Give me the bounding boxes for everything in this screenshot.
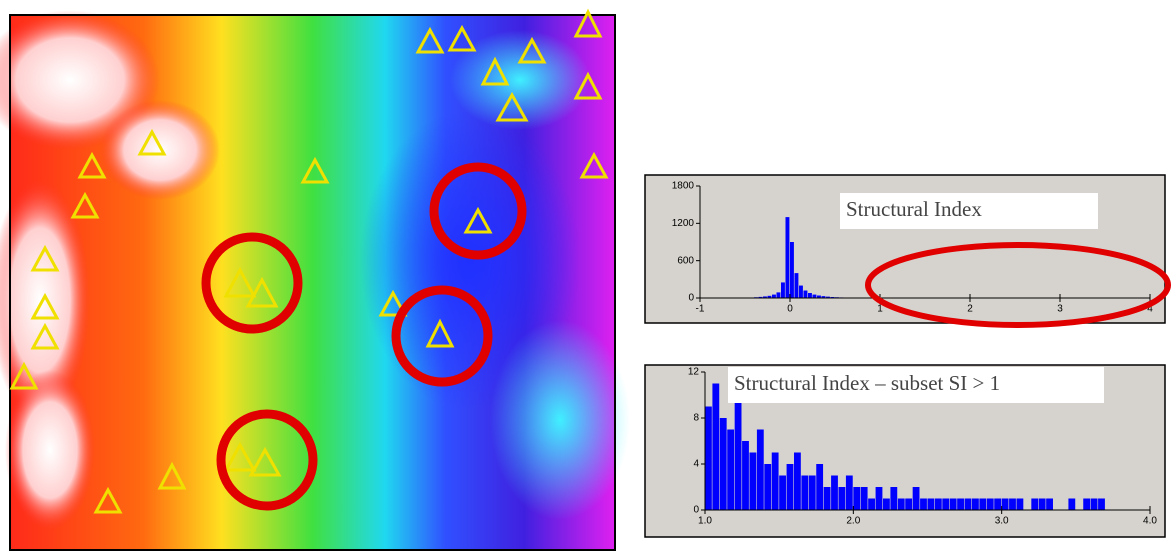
bar [735,395,742,510]
bar [942,499,949,511]
bar [781,282,785,298]
x-tick-label: 0 [787,304,793,315]
bar [831,476,838,511]
bar [813,295,817,298]
bar [1098,499,1105,511]
bar [804,291,808,298]
y-tick-label: 8 [693,413,699,424]
chart-title: Structural Index [846,197,982,221]
bar [720,418,727,510]
bar [839,487,846,510]
y-tick-label: 12 [688,367,700,378]
bar [790,242,794,298]
bar [750,453,757,511]
bar [853,487,860,510]
bar [794,453,801,511]
bar [979,499,986,511]
bar [890,487,897,510]
bar [1017,499,1024,511]
bar [950,499,957,511]
bar [846,476,853,511]
figure: 060012001800-101234Structural Index04812… [0,0,1171,553]
bar [972,499,979,511]
chart-title: Structural Index – subset SI > 1 [734,371,1000,395]
bar [1031,499,1038,511]
bar [1091,499,1098,511]
bar [905,499,912,511]
bar [801,476,808,511]
bar [809,476,816,511]
bar [957,499,964,511]
bar [712,384,719,511]
bar [795,273,799,298]
bar [1039,499,1046,511]
bar [876,487,883,510]
bar [799,286,803,298]
x-tick-label: 3 [1057,304,1063,315]
x-tick-label: 2.0 [846,516,860,527]
bar [994,499,1001,511]
page: {"chart_data": [ {"type": "histogram", "… [0,0,1171,553]
bar [1083,499,1090,511]
bar [883,499,890,511]
y-tick-label: 0 [693,505,699,516]
bar [987,499,994,511]
bar [727,430,734,511]
bar [772,453,779,511]
y-tick-label: 600 [677,255,694,266]
bar [777,292,781,298]
bar [913,487,920,510]
y-tick-label: 4 [693,459,699,470]
bar [808,293,812,298]
bar [787,464,794,510]
bar [861,487,868,510]
x-tick-label: 1.0 [698,516,712,527]
x-tick-label: -1 [696,304,705,315]
bar [779,476,786,511]
bar [757,430,764,511]
bar [1046,499,1053,511]
bar [764,464,771,510]
bar [1002,499,1009,511]
x-tick-label: 4.0 [1143,516,1157,527]
bar [705,407,712,511]
y-tick-label: 1200 [672,218,695,229]
bar [935,499,942,511]
y-tick-label: 0 [688,293,694,304]
bar [920,499,927,511]
x-tick-label: 3.0 [995,516,1009,527]
map [0,10,630,550]
bar [928,499,935,511]
bar [965,499,972,511]
bar [868,499,875,511]
bar [786,217,790,298]
histogram: 0 4 8 12 1.0 2.0 3.0 4.0 Structural Index – subs… [645,365,1165,537]
bar [1068,499,1075,511]
x-tick-label: 2 [967,304,973,315]
bar [772,295,776,298]
bar [742,441,749,510]
bar [824,487,831,510]
y-tick-label: 1800 [672,181,695,192]
bar [816,464,823,510]
bar [898,499,905,511]
bar [1009,499,1016,511]
